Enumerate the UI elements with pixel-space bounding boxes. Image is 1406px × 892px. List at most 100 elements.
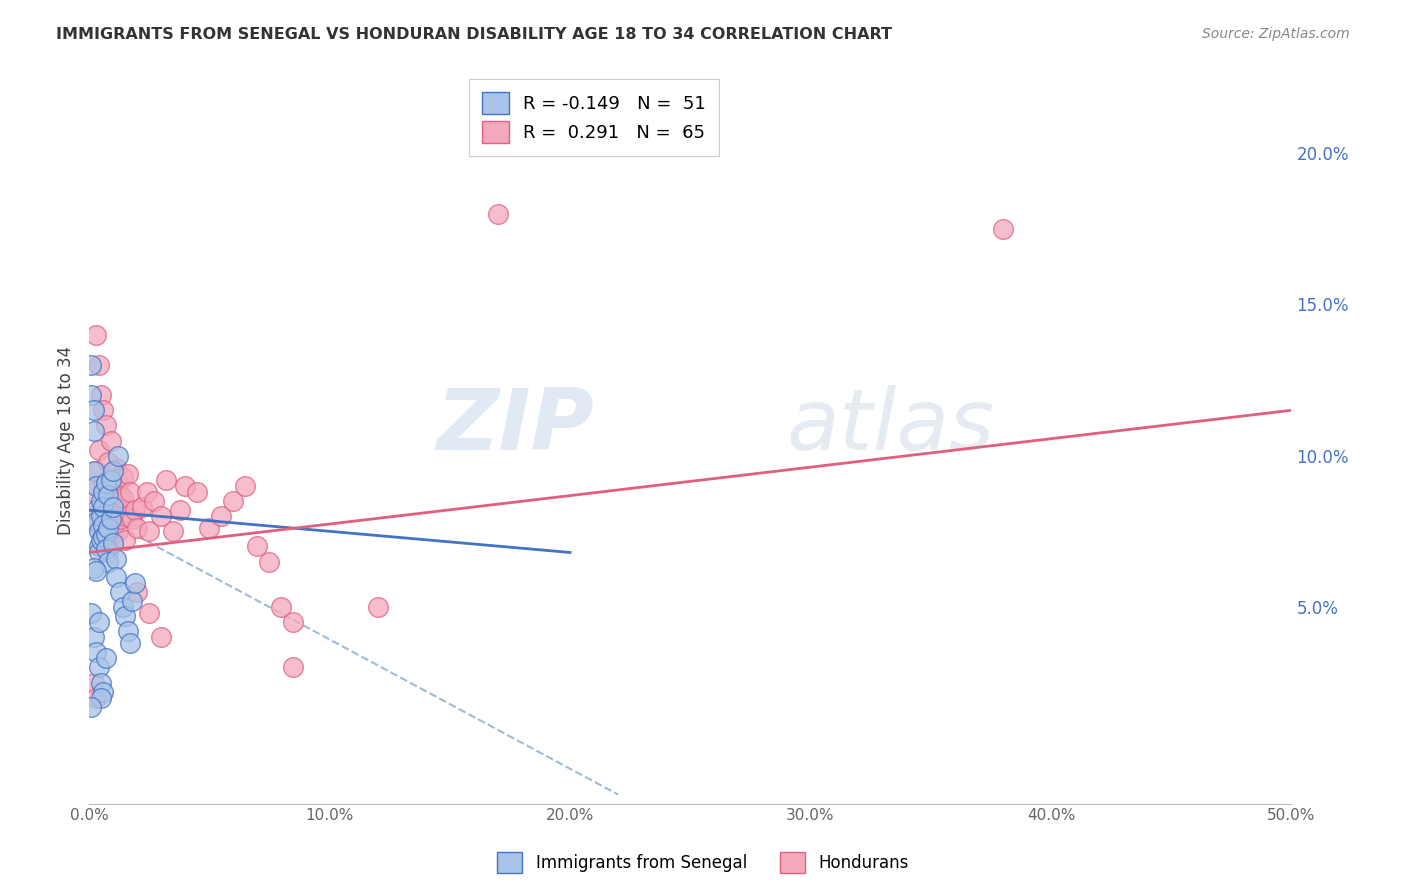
Point <box>118 636 141 650</box>
Point <box>107 524 129 539</box>
Point <box>87 615 110 629</box>
Point <box>135 485 157 500</box>
Point <box>97 545 120 559</box>
Point <box>127 521 149 535</box>
Point <box>84 464 107 478</box>
Point <box>94 515 117 529</box>
Point <box>90 503 112 517</box>
Point <box>138 524 160 539</box>
Point <box>80 606 103 620</box>
Point <box>117 467 139 481</box>
Point <box>90 533 112 548</box>
Point <box>110 488 132 502</box>
Point <box>84 645 107 659</box>
Point <box>90 494 112 508</box>
Point <box>155 473 177 487</box>
Legend: R = -0.149   N =  51, R =  0.291   N =  65: R = -0.149 N = 51, R = 0.291 N = 65 <box>470 79 718 156</box>
Point <box>90 388 112 402</box>
Point <box>93 403 115 417</box>
Point <box>104 570 127 584</box>
Point <box>83 425 105 439</box>
Point <box>83 464 105 478</box>
Point <box>93 530 115 544</box>
Point <box>283 615 305 629</box>
Point <box>107 449 129 463</box>
Point <box>84 564 107 578</box>
Point <box>110 512 132 526</box>
Point <box>94 651 117 665</box>
Point <box>367 599 389 614</box>
Point <box>87 524 110 539</box>
Point <box>100 512 122 526</box>
Legend: Immigrants from Senegal, Hondurans: Immigrants from Senegal, Hondurans <box>491 846 915 880</box>
Point <box>117 624 139 639</box>
Point <box>127 584 149 599</box>
Point <box>111 491 134 505</box>
Point <box>101 500 124 514</box>
Point <box>121 594 143 608</box>
Point <box>87 442 110 457</box>
Point <box>209 509 232 524</box>
Point <box>83 630 105 644</box>
Point <box>114 609 136 624</box>
Point <box>100 434 122 448</box>
Point <box>93 530 115 544</box>
Point <box>107 475 129 490</box>
Point <box>93 500 115 514</box>
Point <box>97 473 120 487</box>
Point <box>104 460 127 475</box>
Point <box>150 630 173 644</box>
Point <box>97 455 120 469</box>
Point <box>121 512 143 526</box>
Point <box>100 500 122 514</box>
Point <box>114 509 136 524</box>
Point <box>87 660 110 674</box>
Point <box>101 464 124 478</box>
Point <box>186 485 208 500</box>
Point <box>90 521 112 535</box>
Point <box>90 675 112 690</box>
Point <box>94 418 117 433</box>
Point <box>94 527 117 541</box>
Text: IMMIGRANTS FROM SENEGAL VS HONDURAN DISABILITY AGE 18 TO 34 CORRELATION CHART: IMMIGRANTS FROM SENEGAL VS HONDURAN DISA… <box>56 27 893 42</box>
Point <box>198 521 221 535</box>
Point <box>991 221 1014 235</box>
Point <box>174 479 197 493</box>
Point <box>90 509 112 524</box>
Text: atlas: atlas <box>786 384 994 467</box>
Point <box>110 584 132 599</box>
Point <box>93 479 115 493</box>
Text: Source: ZipAtlas.com: Source: ZipAtlas.com <box>1202 27 1350 41</box>
Point <box>114 533 136 548</box>
Point <box>97 521 120 535</box>
Point <box>94 494 117 508</box>
Point <box>111 470 134 484</box>
Point <box>97 488 120 502</box>
Point <box>486 206 509 220</box>
Point <box>101 485 124 500</box>
Point <box>84 327 107 342</box>
Text: ZIP: ZIP <box>436 384 595 467</box>
Point <box>222 494 245 508</box>
Point <box>100 512 122 526</box>
Point <box>80 509 103 524</box>
Point <box>246 540 269 554</box>
Point <box>143 494 166 508</box>
Point <box>80 699 103 714</box>
Point <box>111 599 134 614</box>
Point <box>100 473 122 487</box>
Point <box>83 403 105 417</box>
Point <box>138 606 160 620</box>
Point <box>169 503 191 517</box>
Point <box>104 500 127 514</box>
Y-axis label: Disability Age 18 to 34: Disability Age 18 to 34 <box>58 346 75 535</box>
Point <box>101 536 124 550</box>
Point <box>131 500 153 514</box>
Point <box>104 551 127 566</box>
Point <box>87 540 110 554</box>
Point <box>162 524 184 539</box>
Point <box>87 545 110 559</box>
Point <box>90 690 112 705</box>
Point <box>93 518 115 533</box>
Point <box>84 515 107 529</box>
